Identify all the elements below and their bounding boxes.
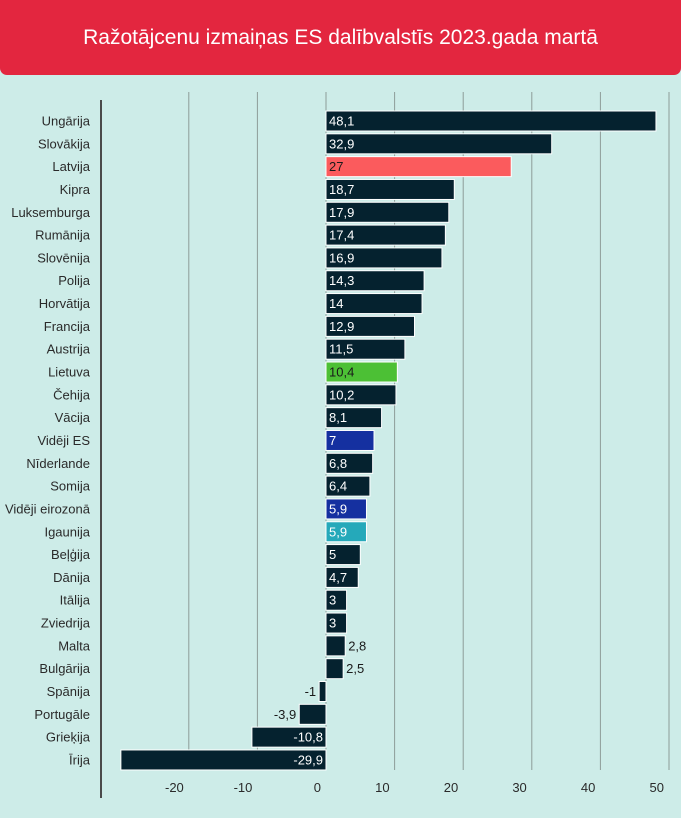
bar (325, 315, 415, 337)
chart-title: Ražotājcenu izmaiņas ES dalībvalstīs 202… (83, 25, 598, 49)
category-label: Somija (50, 479, 91, 494)
bar (325, 475, 371, 497)
category-label: Zviedrija (41, 616, 91, 631)
bar (325, 178, 455, 200)
value-label: 2,8 (348, 638, 366, 653)
bar (325, 293, 423, 315)
value-label: 18,7 (329, 182, 354, 197)
bar (325, 452, 374, 474)
value-label: 6,8 (329, 456, 347, 471)
value-label: 32,9 (329, 136, 354, 151)
category-label: Dānija (53, 570, 91, 585)
value-label: 17,4 (329, 228, 354, 243)
value-label: 7 (329, 433, 336, 448)
value-label: 12,9 (329, 319, 354, 334)
x-tick-label: 10 (375, 780, 389, 795)
category-label: Grieķija (46, 730, 91, 745)
category-label: Nīderlande (26, 456, 90, 471)
category-label: Portugāle (34, 707, 90, 722)
bar (325, 566, 359, 588)
value-label: 2,5 (346, 661, 364, 676)
category-label: Rumānija (35, 228, 91, 243)
value-label: 14 (329, 296, 343, 311)
x-tick-label: 20 (444, 780, 458, 795)
x-tick-label: 30 (512, 780, 526, 795)
bar (325, 384, 397, 406)
value-label: 4,7 (329, 570, 347, 585)
category-label: Vidēji eirozonā (5, 501, 91, 516)
value-label: 11,5 (329, 342, 353, 357)
category-label: Latvija (52, 159, 90, 174)
value-label: 10,2 (329, 387, 354, 402)
value-label: -1 (305, 684, 317, 699)
value-label: 5,9 (329, 501, 347, 516)
value-label: 14,3 (329, 273, 354, 288)
value-label: -10,8 (293, 730, 323, 745)
bar (325, 612, 348, 634)
category-label: Vidēji ES (37, 433, 90, 448)
category-label: Polija (58, 273, 91, 288)
bar (325, 658, 344, 680)
value-label: 3 (329, 593, 336, 608)
category-label: Itālija (60, 593, 91, 608)
category-label: Ungārija (42, 114, 91, 129)
value-label: 3 (329, 616, 336, 631)
bar (325, 521, 367, 543)
x-tick-label: -10 (234, 780, 253, 795)
x-tick-label: 0 (314, 780, 321, 795)
bar (325, 224, 446, 246)
bar (325, 338, 406, 360)
category-label: Īrija (69, 752, 91, 767)
bar (298, 703, 327, 725)
bar (325, 270, 425, 292)
value-label: 10,4 (329, 365, 354, 380)
value-label: 27 (329, 159, 343, 174)
bar (325, 361, 398, 383)
category-label: Horvātija (39, 296, 91, 311)
bar (325, 110, 657, 132)
x-tick-label: -20 (165, 780, 184, 795)
chart-header: Ražotājcenu izmaiņas ES dalībvalstīs 202… (0, 0, 681, 75)
bar (325, 498, 367, 520)
bar (251, 726, 327, 748)
value-label: 6,4 (329, 479, 347, 494)
bar (325, 201, 450, 223)
value-label: 48,1 (329, 114, 354, 129)
category-label: Spānija (47, 684, 91, 699)
value-label: 5 (329, 547, 336, 562)
value-label: 16,9 (329, 250, 354, 265)
bar (325, 589, 348, 611)
bar (325, 429, 375, 451)
category-label: Francija (44, 319, 91, 334)
category-label: Slovākija (38, 136, 91, 151)
value-label: 8,1 (329, 410, 347, 425)
bar (318, 681, 327, 702)
category-label: Beļģija (51, 547, 91, 562)
value-label: -29,9 (293, 752, 323, 767)
value-label: 17,9 (329, 205, 354, 220)
x-tick-label: 50 (650, 780, 664, 795)
bar (120, 749, 327, 771)
category-label: Luksemburga (11, 205, 91, 220)
value-label: 5,9 (329, 524, 347, 539)
category-label: Bulgārija (39, 661, 90, 676)
value-label: -3,9 (274, 707, 296, 722)
bar (325, 156, 512, 178)
category-label: Malta (58, 638, 91, 653)
bar (325, 635, 346, 657)
category-label: Igaunija (44, 524, 90, 539)
category-label: Čehija (53, 387, 91, 402)
bar (325, 544, 361, 566)
bar (325, 133, 553, 155)
x-tick-label: 40 (581, 780, 595, 795)
category-label: Vācija (55, 410, 91, 425)
category-label: Lietuva (48, 365, 91, 380)
category-label: Kipra (60, 182, 91, 197)
bar (325, 247, 443, 269)
category-label: Slovēnija (37, 250, 91, 265)
bar (325, 407, 383, 429)
category-label: Austrija (47, 342, 91, 357)
